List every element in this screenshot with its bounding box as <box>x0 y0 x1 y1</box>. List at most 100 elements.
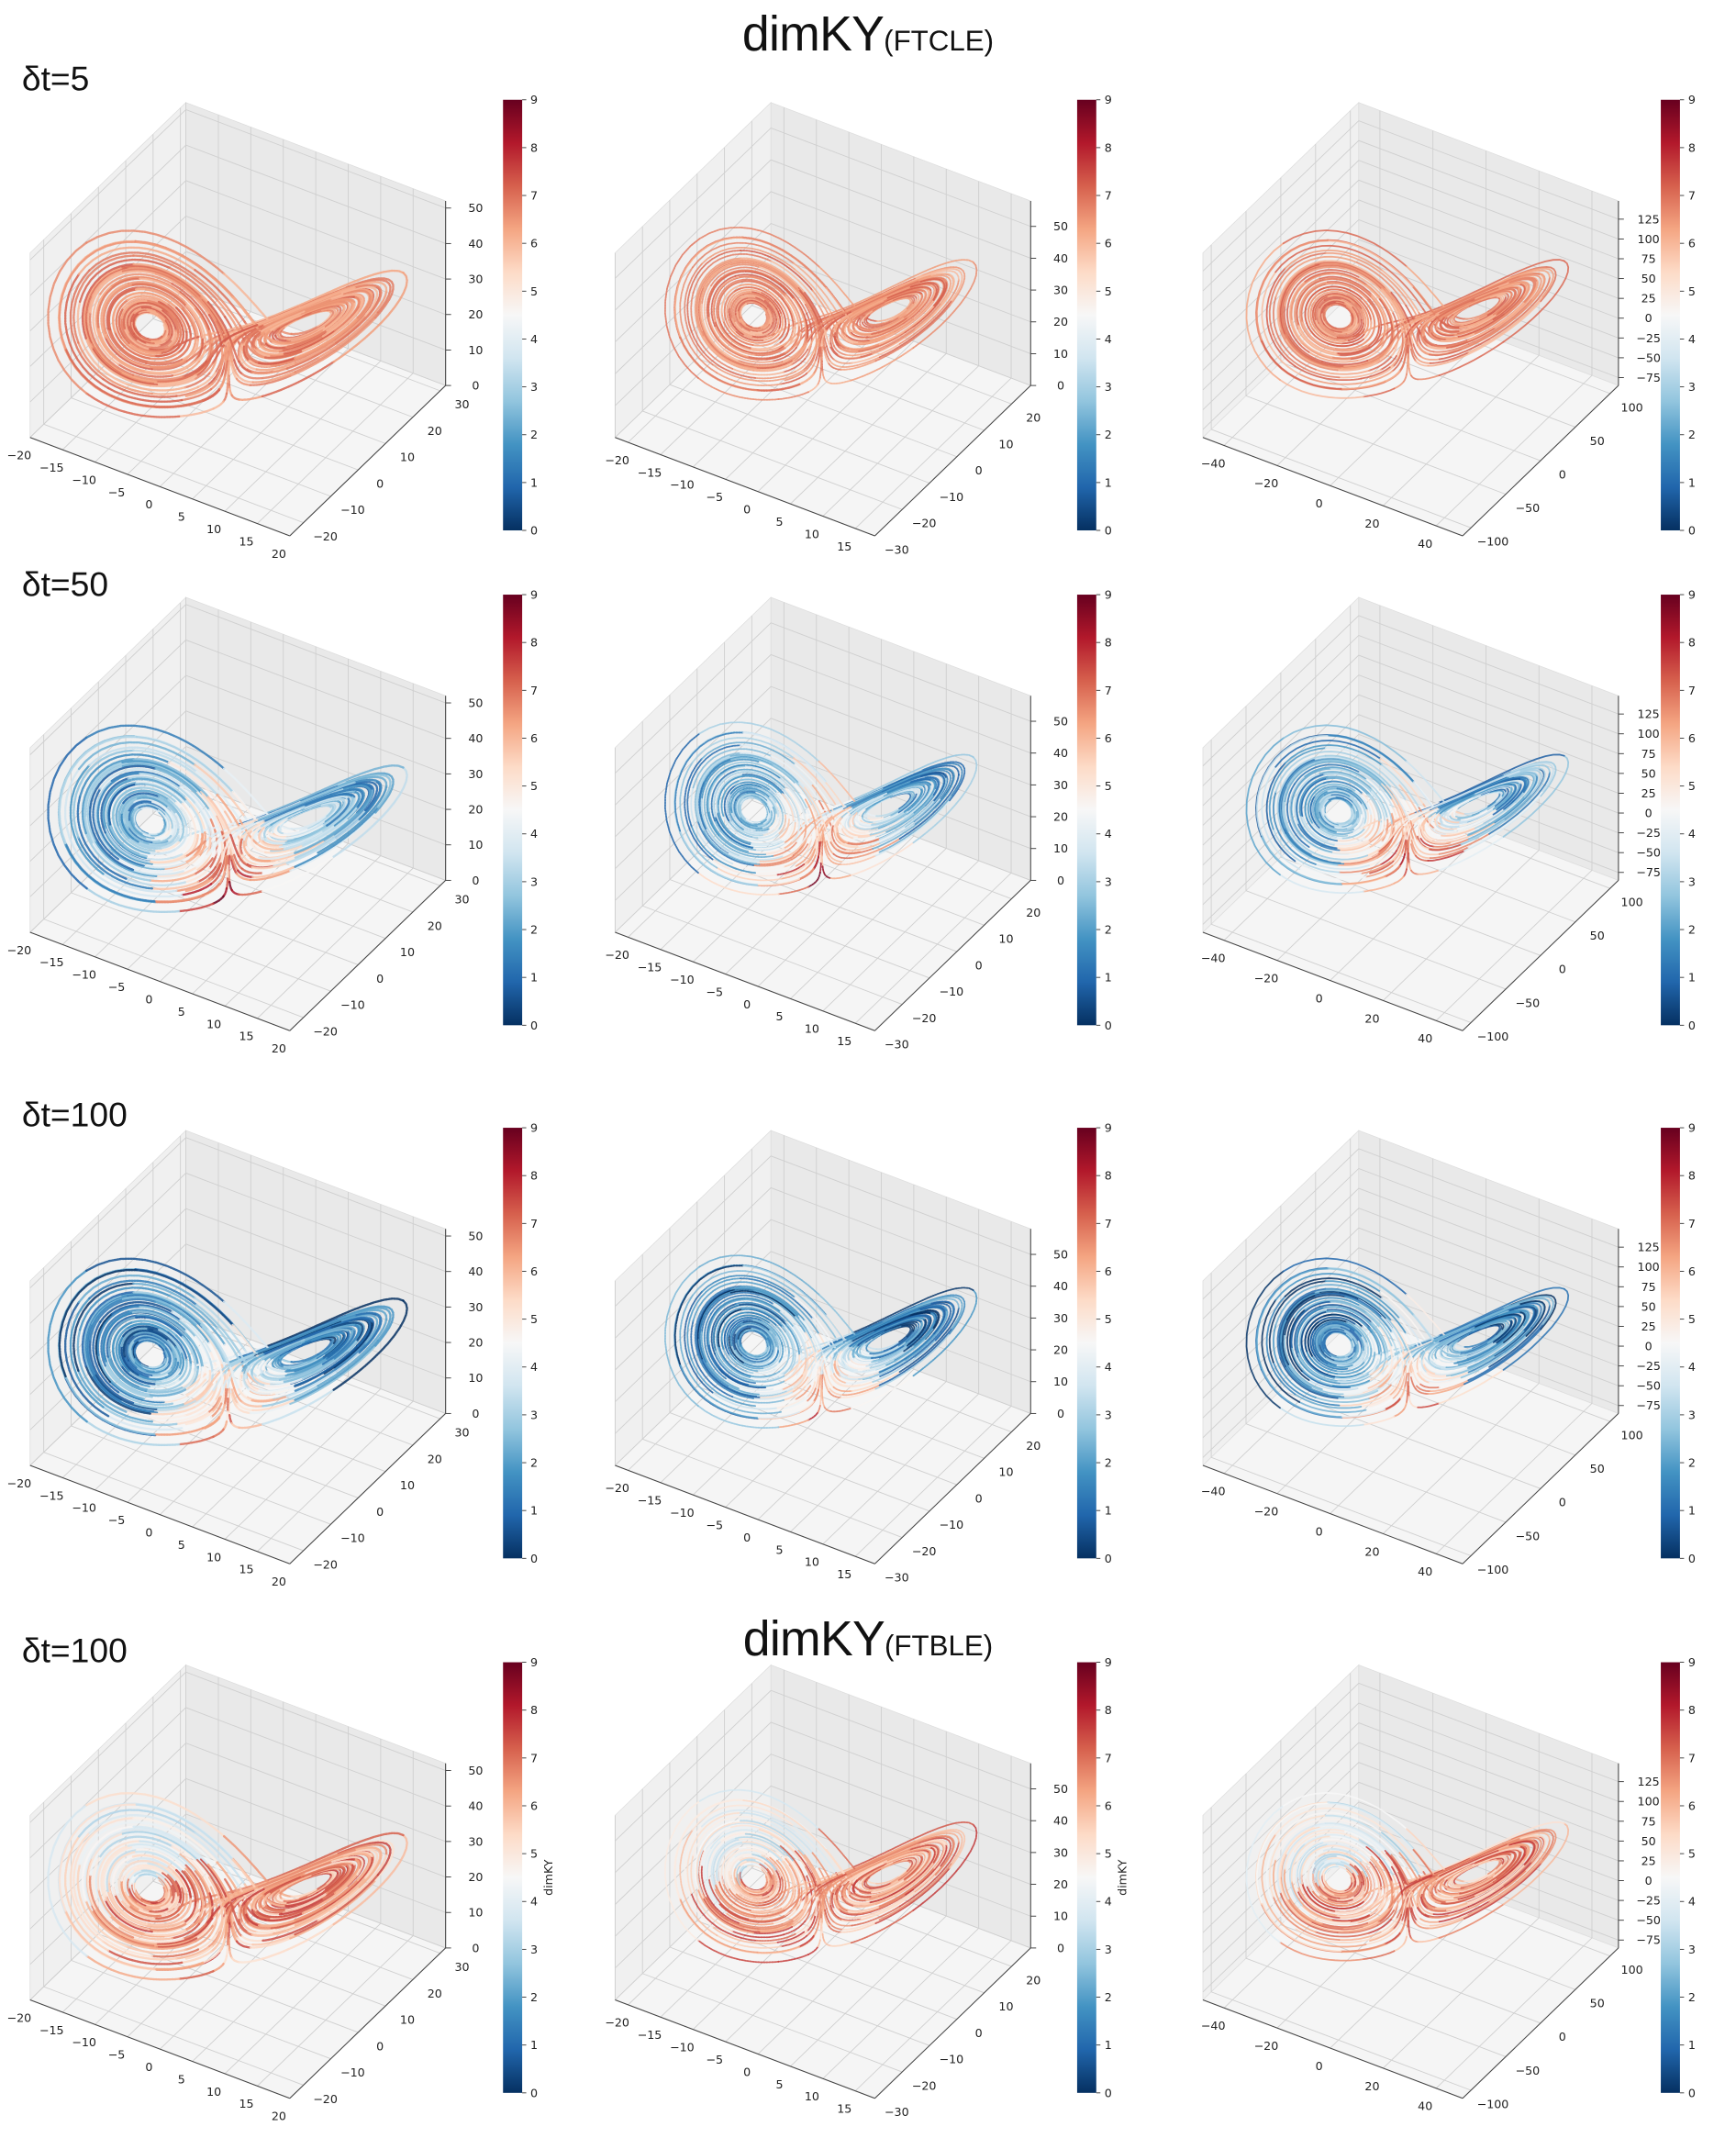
trajectory-segment <box>1311 1354 1343 1373</box>
trajectory-segment <box>174 801 193 833</box>
trajectory-segment <box>149 1406 196 1416</box>
z-tick-label: −25 <box>1636 331 1661 345</box>
trajectory-segment <box>207 808 223 844</box>
trajectory-segment <box>102 778 134 830</box>
trajectory-segment <box>339 1314 379 1345</box>
x-tick-label: 10 <box>206 522 221 536</box>
trajectory-segment <box>245 846 261 860</box>
trajectory-segment <box>717 1308 743 1348</box>
trajectory-segment <box>780 1358 801 1375</box>
trajectory-segment <box>1315 863 1370 870</box>
trajectory-segment <box>1423 830 1438 841</box>
trajectory-segment <box>1370 790 1386 823</box>
trajectory-segment <box>840 828 855 840</box>
trajectory-segment <box>753 328 773 337</box>
trajectory-segment <box>898 1327 912 1343</box>
trajectory-segment <box>821 865 826 875</box>
trajectory-segment <box>818 346 822 363</box>
trajectory-segment <box>885 1319 922 1331</box>
trajectory-segment <box>855 300 887 319</box>
trajectory-segment <box>1314 291 1348 303</box>
trajectory-segment <box>1291 813 1333 853</box>
y-axis <box>1462 384 1619 537</box>
trajectory-segment <box>1409 843 1417 857</box>
trajectory-segment <box>734 1348 756 1364</box>
trajectory-segment <box>885 785 922 797</box>
trajectory-segment <box>722 815 754 841</box>
trajectory-segment <box>1405 816 1419 834</box>
trajectory-segment <box>1311 1337 1329 1365</box>
trajectory-segment <box>707 810 750 852</box>
trajectory-segment <box>205 342 222 362</box>
trajectory-segment <box>1293 763 1361 785</box>
trajectory-segment <box>316 1337 339 1360</box>
trajectory-segment <box>1336 833 1364 842</box>
trajectory-segment <box>1326 830 1353 835</box>
trajectory-segment <box>144 1386 184 1394</box>
trajectory-segment <box>834 1360 840 1375</box>
trajectory-segment <box>784 1396 808 1409</box>
trajectory-segment <box>1409 1376 1417 1390</box>
trajectory-segment <box>72 254 135 344</box>
trajectory-segment <box>850 331 871 339</box>
trajectory-segment <box>117 306 130 345</box>
trajectory-segment <box>1276 754 1327 826</box>
trajectory-segment <box>1261 833 1342 885</box>
trajectory-segment <box>1488 771 1551 835</box>
trajectory-segment <box>89 1297 157 1342</box>
trajectory-segment <box>1410 840 1418 854</box>
trajectory-segment <box>747 352 785 360</box>
trajectory-segment <box>102 1311 134 1363</box>
trajectory-segment <box>846 830 872 837</box>
colorbar-tick-label: 7 <box>530 1217 538 1230</box>
trajectory-segment <box>1451 811 1459 819</box>
colorbar-tick-label: 2 <box>530 923 538 937</box>
colorbar-tick-label: 0 <box>530 1552 538 1565</box>
colorbar-tick-label: 8 <box>1105 636 1112 650</box>
trajectory-segment <box>1378 837 1394 856</box>
trajectory-segment <box>1332 344 1367 352</box>
y-axis <box>874 384 1031 537</box>
trajectory-segment <box>714 1353 756 1385</box>
z-tick-label: 20 <box>468 1336 483 1350</box>
grid-line <box>642 410 903 510</box>
trajectory-segment <box>691 737 795 763</box>
trajectory-segment <box>881 270 960 295</box>
trajectory-segment <box>851 342 901 364</box>
colorbar-tick-label: 6 <box>1105 237 1112 251</box>
trajectory-segment <box>128 818 147 840</box>
trajectory-segment <box>1454 319 1474 324</box>
trajectory-segment <box>1406 364 1408 375</box>
y-tick-label: −20 <box>912 1544 937 1558</box>
trajectory-segment <box>829 837 840 852</box>
trajectory-segment <box>106 328 148 364</box>
trajectory-segment <box>72 1282 135 1372</box>
grid-line <box>1202 714 1619 865</box>
trajectory-segment <box>258 1359 265 1375</box>
trajectory-segment <box>134 287 184 310</box>
trajectory-segment <box>852 1364 887 1374</box>
trajectory-segment <box>882 784 926 797</box>
trajectory-segment <box>698 721 820 763</box>
y-tick-label: −10 <box>940 490 964 504</box>
trajectory-segment <box>707 315 750 358</box>
trajectory-segment <box>219 346 224 370</box>
trajectory-segment <box>1319 1304 1373 1323</box>
trajectory-segment <box>1323 1324 1352 1331</box>
trajectory-segment <box>917 769 952 799</box>
trajectory-segment <box>858 330 907 352</box>
grid-line <box>660 1331 818 1484</box>
trajectory-segment <box>183 338 197 362</box>
trajectory-segment <box>264 342 287 350</box>
trajectory-segment <box>739 307 746 326</box>
trajectory-segment <box>1433 827 1460 834</box>
trajectory-segment <box>1428 331 1442 342</box>
trajectory-segment <box>1479 795 1504 815</box>
trajectory-segment <box>745 1354 764 1360</box>
grid-line <box>854 873 1012 1024</box>
trajectory-segment <box>1324 754 1393 789</box>
trajectory-segment <box>97 1353 145 1400</box>
x-tick-label: 0 <box>743 503 751 517</box>
trajectory-segment <box>1438 259 1565 309</box>
trajectory-segment <box>1301 320 1336 350</box>
